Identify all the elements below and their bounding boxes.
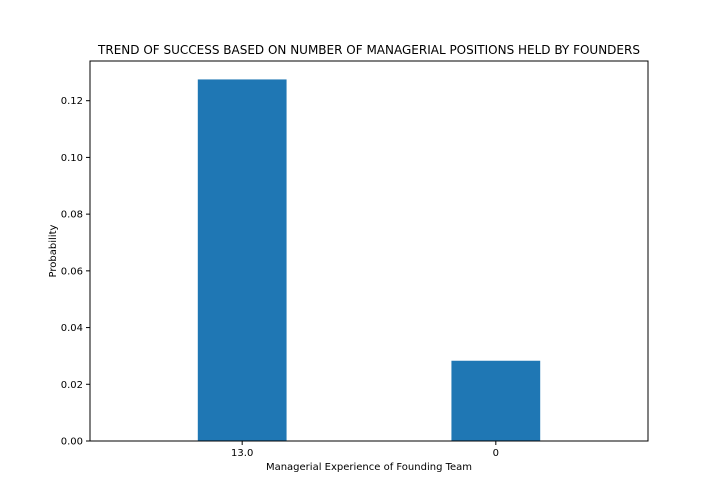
chart-title: TREND OF SUCCESS BASED ON NUMBER OF MANA…	[97, 43, 640, 57]
bar-0	[197, 79, 287, 442]
y-axis-label: Probability	[48, 224, 59, 277]
plot-frame	[89, 60, 649, 442]
x-tick-label: 0	[493, 448, 499, 459]
x-axis-label: Managerial Experience of Founding Team	[266, 462, 472, 473]
y-tick-label: 0.08	[61, 210, 83, 221]
y-tick-label: 0.00	[61, 437, 83, 448]
bars-group	[197, 79, 541, 442]
y-tick-label: 0.10	[61, 153, 83, 164]
y-axis-ticks: 0.00 0.02 0.04 0.06 0.08 0.10 0.12	[61, 96, 90, 448]
y-tick-label: 0.12	[61, 96, 83, 107]
bar-1	[451, 360, 541, 441]
y-tick-label: 0.06	[61, 266, 83, 277]
x-tick-label: 13.0	[231, 448, 253, 459]
y-tick-label: 0.02	[61, 380, 83, 391]
x-axis-ticks: 13.0 0	[231, 441, 499, 459]
y-tick-label: 0.04	[61, 323, 83, 334]
